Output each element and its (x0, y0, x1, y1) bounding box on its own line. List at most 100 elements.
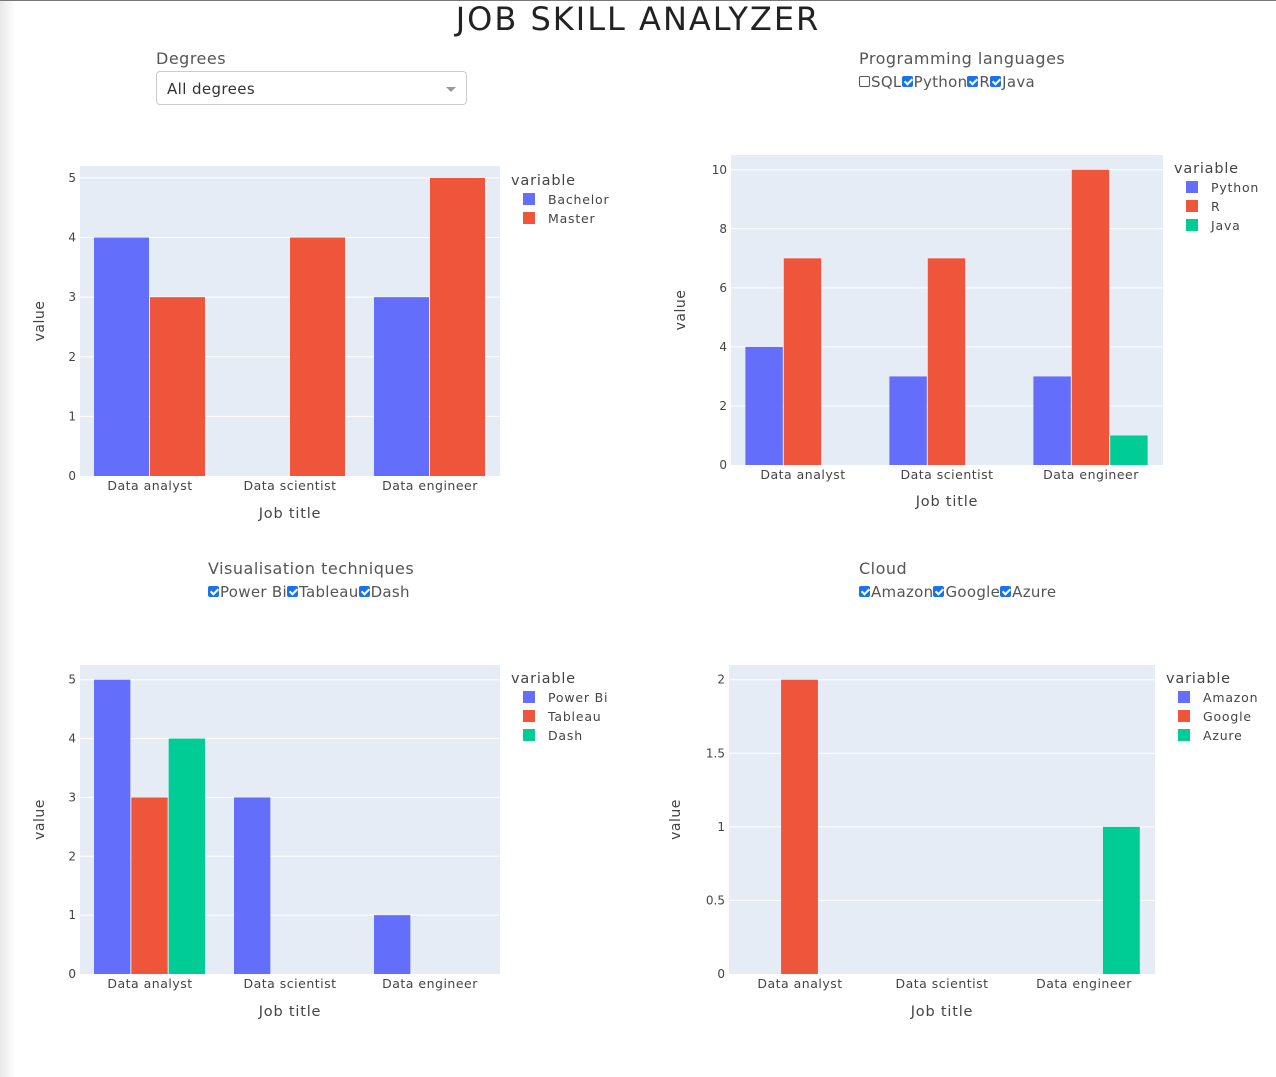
x-tick-label: Data analyst (107, 976, 192, 991)
legend-item: R (1211, 199, 1221, 214)
bar-bachelor (374, 297, 429, 476)
y-tick-label: 0 (717, 967, 725, 981)
checkbox-r-box[interactable] (967, 75, 979, 87)
y-axis-title: value (32, 799, 48, 840)
checkbox-java-label: Java (1002, 73, 1036, 91)
degrees-dropdown[interactable]: All degrees (156, 71, 467, 105)
checkbox-dash-box[interactable] (358, 585, 370, 597)
bar-bachelor (94, 237, 149, 476)
legend-swatch (1186, 200, 1198, 212)
legend-title: variable (511, 173, 576, 189)
bar-python (889, 376, 927, 465)
degrees-selected-value: All degrees (167, 80, 256, 98)
y-tick-label: 0 (68, 469, 76, 483)
x-tick-label: Data engineer (382, 976, 478, 991)
legend: variable Python R Java (1174, 161, 1259, 233)
checkbox-sql[interactable]: SQL (859, 73, 902, 91)
x-tick-label: Data scientist (895, 976, 988, 991)
checkbox-power-bi[interactable]: Power Bi (208, 583, 287, 601)
checkbox-sql-box[interactable] (859, 75, 870, 87)
chart-2: 0 2 4 6 8 10 Data analyst Data scientist Data en… (673, 155, 1259, 510)
legend-swatch (1186, 219, 1198, 231)
checkbox-google-label: Google (945, 583, 1001, 601)
checkbox-java[interactable]: Java (990, 73, 1035, 91)
y-tick-label: 3 (68, 290, 76, 304)
visualisation-label: Visualisation techniques (208, 559, 415, 578)
checkbox-tableau-label: Tableau (298, 583, 359, 601)
x-tick-label: Data scientist (900, 467, 993, 482)
checkbox-java-box[interactable] (990, 75, 1002, 87)
legend-swatch (523, 729, 535, 741)
y-tick-label: 1 (68, 409, 76, 423)
y-tick-label: 1 (68, 908, 76, 922)
legend: variable Power Bi Tableau Dash (511, 671, 608, 743)
legend-item: Azure (1203, 728, 1243, 743)
bar-power-bi (94, 679, 131, 974)
left-shadow (0, 1, 16, 1077)
bar-python (745, 346, 783, 465)
legend-swatch (1178, 710, 1190, 722)
checkbox-azure-box[interactable] (1000, 585, 1012, 597)
legend-item: Power Bi (548, 690, 608, 705)
y-tick-label: 2 (719, 399, 727, 413)
bar-power-bi (374, 915, 411, 974)
checkbox-power-bi-box[interactable] (208, 585, 219, 597)
checkbox-python-label: Python (913, 73, 968, 91)
checkbox-r[interactable]: R (967, 73, 990, 91)
x-tick-label: Data analyst (757, 976, 842, 991)
checkbox-amazon[interactable]: Amazon (859, 583, 933, 601)
chevron-down-icon[interactable] (446, 87, 456, 92)
checkbox-dash-label: Dash (370, 583, 410, 601)
top-border (0, 0, 1276, 1)
bar-java (1110, 435, 1148, 465)
cloud-label: Cloud (859, 559, 908, 578)
x-tick-label: Data engineer (1036, 976, 1132, 991)
x-axis-title: Job title (910, 1004, 974, 1020)
legend-item: Python (1211, 180, 1259, 195)
checkbox-r-label: R (979, 73, 991, 91)
legend: variable Amazon Google Azure (1166, 671, 1258, 743)
checkbox-python[interactable]: Python (901, 73, 968, 91)
y-tick-label: 2 (68, 849, 76, 863)
checkbox-power-bi-label: Power Bi (220, 583, 287, 601)
y-tick-label: 0.5 (706, 893, 725, 907)
legend-title: variable (511, 671, 576, 687)
checkbox-amazon-box[interactable] (859, 585, 870, 597)
checkbox-azure-label: Azure (1012, 583, 1057, 601)
checkbox-tableau[interactable]: Tableau (286, 583, 359, 601)
x-tick-label: Data scientist (243, 478, 336, 493)
bar-dash (168, 738, 205, 974)
x-tick-label: Data scientist (243, 976, 336, 991)
legend: variable Bachelor Master (511, 173, 609, 226)
checkbox-google-box[interactable] (933, 585, 945, 597)
x-tick-label: Data analyst (107, 478, 192, 493)
legend-item: Java (1210, 218, 1241, 233)
legend-swatch (1178, 691, 1190, 703)
checkbox-tableau-box[interactable] (286, 585, 298, 597)
legend-item: Google (1203, 709, 1252, 724)
y-tick-label: 0 (68, 967, 76, 981)
y-tick-label: 1.5 (706, 746, 725, 760)
bar-python (1033, 376, 1071, 465)
checkbox-dash[interactable]: Dash (358, 583, 410, 601)
x-axis-title: Job title (258, 506, 322, 522)
bar-power-bi (234, 797, 271, 974)
legend-item: Bachelor (548, 192, 609, 207)
visualisation-checklist: Power Bi Tableau Dash (208, 583, 410, 602)
y-tick-label: 5 (68, 171, 76, 185)
page-title: JOB SKILL ANALYZER (455, 0, 821, 38)
legend-swatch (523, 212, 535, 224)
x-tick-label: Data engineer (382, 478, 478, 493)
x-axis-title: Job title (915, 494, 979, 510)
y-tick-label: 10 (712, 163, 727, 177)
checkbox-google[interactable]: Google (933, 583, 1000, 601)
bar-google (781, 679, 818, 974)
legend-swatch (1178, 729, 1190, 741)
legend-item: Dash (548, 728, 583, 743)
checkbox-sql-label: SQL (871, 73, 902, 91)
legend-swatch (523, 193, 535, 205)
legend-item: Tableau (547, 709, 602, 724)
checkbox-python-box[interactable] (901, 75, 913, 87)
y-tick-label: 8 (719, 222, 727, 236)
checkbox-azure[interactable]: Azure (1000, 583, 1056, 601)
